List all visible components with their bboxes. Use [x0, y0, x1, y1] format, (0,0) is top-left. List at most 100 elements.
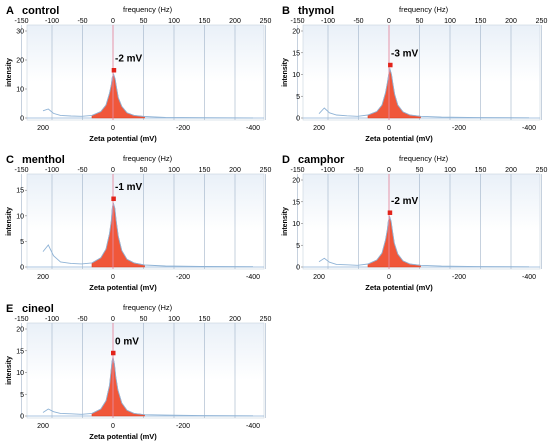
x-tick-label: -200	[176, 125, 190, 132]
top-tick-label: 250	[260, 316, 272, 323]
top-tick-label: 150	[199, 18, 211, 25]
x-tick-label: 0	[111, 423, 115, 430]
top-axis-title: frequency (Hz)	[123, 303, 173, 312]
x-axis-title: Zeta potential (mV)	[89, 283, 157, 292]
top-axis-title: frequency (Hz)	[123, 5, 173, 14]
top-tick-label: 0	[387, 167, 391, 174]
y-tick-label: 20	[292, 178, 300, 185]
y-tick-label: 0	[296, 116, 300, 123]
plot-area	[26, 24, 265, 121]
top-axis-title: frequency (Hz)	[399, 154, 449, 163]
top-tick-label: 200	[229, 18, 241, 25]
top-tick-label: 250	[536, 167, 548, 174]
top-tick-label: 100	[444, 18, 456, 25]
panel-letter: B	[282, 5, 290, 17]
top-tick-label: -150	[14, 316, 28, 323]
y-tick-label: 10	[292, 221, 300, 228]
y-tick-label: 20	[16, 327, 24, 334]
top-tick-label: -150	[14, 18, 28, 25]
y-tick-label: 0	[296, 265, 300, 272]
top-tick-label: 0	[111, 167, 115, 174]
x-tick-label: 0	[111, 274, 115, 281]
top-tick-label: -50	[77, 316, 87, 323]
y-axis-label: intensity	[282, 58, 289, 87]
peak-annotation: -1 mV	[115, 182, 143, 193]
top-tick-label: -100	[45, 316, 59, 323]
panel-title: thymol	[298, 5, 334, 17]
plot-area	[302, 173, 541, 270]
peak-marker	[111, 68, 117, 73]
top-tick-label: 50	[140, 18, 148, 25]
top-tick-label: 100	[168, 18, 180, 25]
x-tick-label: -200	[452, 274, 466, 281]
x-tick-label: -200	[452, 125, 466, 132]
y-tick-label: 20	[16, 58, 24, 65]
y-tick-label: 20	[292, 29, 300, 36]
top-tick-label: -50	[77, 18, 87, 25]
y-tick-label: 10	[16, 87, 24, 94]
peak-annotation: -3 mV	[391, 48, 419, 59]
top-tick-label: 200	[505, 167, 517, 174]
peak-annotation: -2 mV	[115, 54, 143, 65]
top-tick-label: 50	[416, 18, 424, 25]
top-tick-label: -100	[45, 167, 59, 174]
x-axis-title: Zeta potential (mV)	[89, 134, 157, 143]
x-axis-title: Zeta potential (mV)	[365, 283, 433, 292]
top-tick-label: 50	[140, 167, 148, 174]
y-tick-label: 0	[20, 414, 24, 421]
y-tick-label: 15	[16, 348, 24, 355]
panel-title: cineol	[22, 303, 54, 315]
top-tick-label: 0	[111, 316, 115, 323]
y-axis-label: intensity	[282, 207, 289, 236]
plot-area	[302, 24, 541, 121]
plot-area	[26, 173, 265, 270]
top-tick-label: 150	[475, 18, 487, 25]
y-axis-label: intensity	[6, 207, 13, 236]
top-axis-title: frequency (Hz)	[123, 154, 173, 163]
top-tick-label: 0	[111, 18, 115, 25]
top-tick-label: 100	[168, 316, 180, 323]
y-tick-label: 30	[16, 29, 24, 36]
panel-letter: E	[6, 303, 13, 315]
y-tick-label: 5	[296, 243, 300, 250]
panel-title: control	[22, 5, 59, 17]
top-tick-label: 200	[229, 167, 241, 174]
peak-marker	[111, 196, 116, 202]
y-tick-label: 15	[16, 188, 24, 195]
peak-marker	[388, 62, 393, 68]
top-tick-label: 100	[168, 167, 180, 174]
x-tick-label: -400	[522, 125, 536, 132]
y-axis-label: intensity	[6, 356, 13, 385]
top-tick-label: -100	[321, 167, 335, 174]
top-tick-label: -150	[290, 18, 304, 25]
y-tick-label: 10	[16, 370, 24, 377]
top-axis-title: frequency (Hz)	[399, 5, 449, 14]
peak-marker	[111, 350, 116, 356]
top-tick-label: -100	[45, 18, 59, 25]
top-tick-label: 150	[199, 167, 211, 174]
peak-marker	[387, 210, 393, 215]
top-tick-label: 50	[140, 316, 148, 323]
top-tick-label: -50	[77, 167, 87, 174]
x-tick-label: 200	[313, 125, 325, 132]
top-tick-label: -50	[353, 167, 363, 174]
x-tick-label: 200	[37, 125, 49, 132]
top-tick-label: 100	[444, 167, 456, 174]
x-tick-label: -200	[176, 423, 190, 430]
y-tick-label: 15	[292, 199, 300, 206]
series-line	[42, 73, 254, 119]
y-tick-label: 15	[292, 50, 300, 57]
panel-title: camphor	[298, 154, 345, 166]
y-tick-label: 10	[292, 72, 300, 79]
x-tick-label: 0	[111, 125, 115, 132]
y-tick-label: 0	[20, 265, 24, 272]
top-tick-label: 200	[505, 18, 517, 25]
x-tick-label: -200	[176, 274, 190, 281]
top-tick-label: 250	[536, 18, 548, 25]
